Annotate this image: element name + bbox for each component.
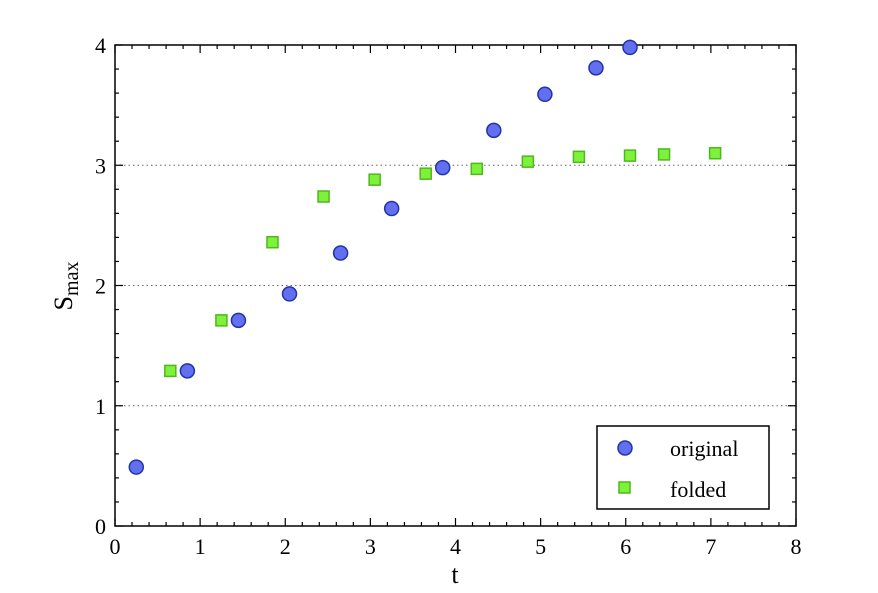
x-tick-label: 0 xyxy=(110,534,121,559)
x-axis-tick-labels: 0 1 2 3 4 5 6 7 8 xyxy=(110,534,802,559)
point-folded xyxy=(521,155,535,168)
point-original xyxy=(537,86,553,103)
data-points xyxy=(128,39,722,475)
legend-original-label: original xyxy=(670,436,738,461)
point-original xyxy=(230,312,247,329)
legend-folded-marker xyxy=(618,481,631,494)
y-tick-label: 3 xyxy=(95,153,106,178)
point-folded xyxy=(317,190,330,203)
point-folded xyxy=(572,150,586,164)
x-tick-label: 4 xyxy=(450,534,461,559)
y-axis-label-subscript: max xyxy=(61,262,83,296)
point-original xyxy=(434,159,451,176)
svg-text:Smax: Smax xyxy=(49,262,83,311)
legend-original-marker xyxy=(617,440,633,456)
x-tick-label: 8 xyxy=(791,534,802,559)
point-folded xyxy=(708,146,722,160)
point-folded xyxy=(419,167,432,180)
legend-folded-label: folded xyxy=(670,477,726,502)
y-tick-label: 1 xyxy=(95,394,106,419)
y-axis-label-group: Smax xyxy=(49,262,83,311)
axis-ticks xyxy=(114,44,797,527)
x-axis-label: t xyxy=(451,560,459,589)
point-original xyxy=(588,60,604,76)
point-original xyxy=(128,459,145,475)
point-original xyxy=(383,200,400,217)
x-tick-label: 5 xyxy=(535,534,546,559)
y-axis-tick-labels: 0 1 2 3 4 xyxy=(95,33,106,539)
y-tick-label: 4 xyxy=(95,33,106,58)
point-original xyxy=(622,39,638,56)
point-folded xyxy=(368,173,381,186)
point-original xyxy=(486,122,502,139)
x-tick-label: 1 xyxy=(195,534,206,559)
y-tick-label: 0 xyxy=(95,514,106,539)
y-tick-label: 2 xyxy=(95,274,106,299)
point-folded xyxy=(657,148,671,161)
x-tick-label: 3 xyxy=(365,534,376,559)
y-axis-label: S xyxy=(49,296,78,310)
x-tick-label: 7 xyxy=(705,534,716,559)
legend: original folded xyxy=(596,425,770,510)
point-original xyxy=(332,245,349,261)
point-folded xyxy=(215,314,228,327)
point-folded xyxy=(623,149,637,162)
legend-box xyxy=(596,425,770,510)
x-tick-label: 2 xyxy=(280,534,291,559)
point-folded xyxy=(266,235,279,249)
grid-lines xyxy=(115,164,796,407)
point-original xyxy=(281,286,298,302)
point-folded xyxy=(470,162,484,176)
point-original xyxy=(179,363,196,379)
x-tick-label: 6 xyxy=(620,534,631,559)
point-folded xyxy=(164,364,177,378)
